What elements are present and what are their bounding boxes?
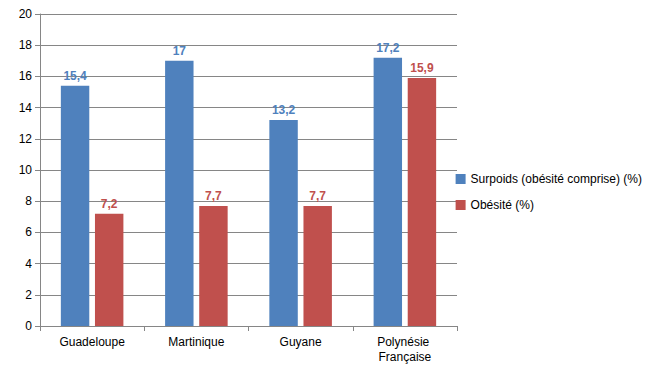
svg-text:Française: Française <box>379 350 432 364</box>
svg-text:15,9: 15,9 <box>410 61 434 75</box>
svg-text:17: 17 <box>173 44 187 58</box>
svg-text:Surpoids (obésité comprise) (%: Surpoids (obésité comprise) (%) <box>471 172 642 186</box>
svg-text:8: 8 <box>25 194 32 208</box>
svg-text:0: 0 <box>25 319 32 333</box>
svg-text:16: 16 <box>19 69 33 83</box>
svg-text:10: 10 <box>19 163 33 177</box>
svg-text:17,2: 17,2 <box>376 41 400 55</box>
svg-text:Guadeloupe: Guadeloupe <box>59 335 125 349</box>
svg-text:2: 2 <box>25 288 32 302</box>
svg-text:Guyane: Guyane <box>280 335 322 349</box>
svg-text:13,2: 13,2 <box>272 103 296 117</box>
svg-text:18: 18 <box>19 38 33 52</box>
svg-text:7,7: 7,7 <box>309 189 326 203</box>
svg-text:14: 14 <box>19 101 33 115</box>
svg-text:7,2: 7,2 <box>101 197 118 211</box>
svg-text:Polynésie: Polynésie <box>377 335 432 349</box>
svg-text:12: 12 <box>19 132 33 146</box>
svg-text:15,4: 15,4 <box>63 69 87 83</box>
svg-text:6: 6 <box>25 225 32 239</box>
svg-text:7,7: 7,7 <box>205 189 222 203</box>
svg-text:4: 4 <box>25 257 32 271</box>
svg-text:Obésité (%): Obésité (%) <box>471 198 534 212</box>
svg-text:Martinique: Martinique <box>168 335 224 349</box>
svg-text:20: 20 <box>19 7 33 21</box>
